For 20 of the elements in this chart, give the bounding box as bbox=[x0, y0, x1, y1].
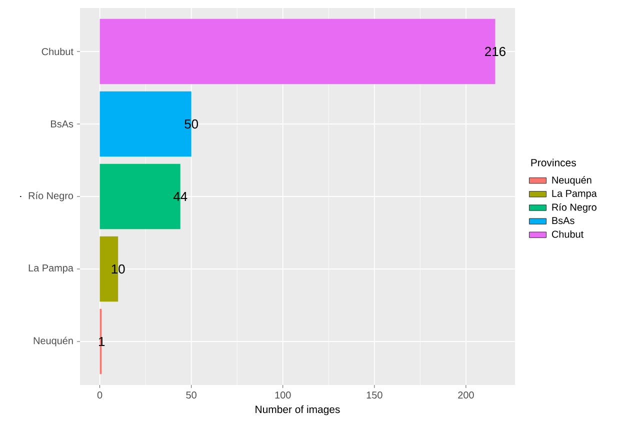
x-tick-label: 200 bbox=[458, 392, 474, 399]
y-tick-label: Río Negro bbox=[28, 192, 74, 202]
x-tick-label: 150 bbox=[366, 392, 382, 399]
legend-label: Río Negro bbox=[552, 203, 596, 213]
data-label: 216 bbox=[485, 46, 506, 56]
y-tick-label: BsAs bbox=[51, 120, 74, 128]
legend-label: Neuquén bbox=[552, 176, 592, 186]
y-tick-label: Neuquén bbox=[34, 336, 73, 346]
legend-label: BsAs bbox=[552, 217, 574, 224]
legend-label: Chubut bbox=[552, 230, 584, 238]
x-tick-label: 100 bbox=[275, 392, 291, 399]
x-axis-title: Number of images bbox=[256, 405, 340, 416]
legend-title: Provinces bbox=[531, 158, 576, 166]
x-tick-label: 0 bbox=[97, 392, 102, 399]
x-tick-label: 50 bbox=[186, 392, 196, 399]
data-label: 1 bbox=[98, 337, 105, 346]
y-axis-title: . bbox=[20, 196, 22, 197]
y-tick-label: Chubut bbox=[42, 48, 74, 56]
y-tick-label: La Pampa bbox=[28, 264, 74, 274]
legend-label: La Pampa bbox=[552, 190, 597, 199]
